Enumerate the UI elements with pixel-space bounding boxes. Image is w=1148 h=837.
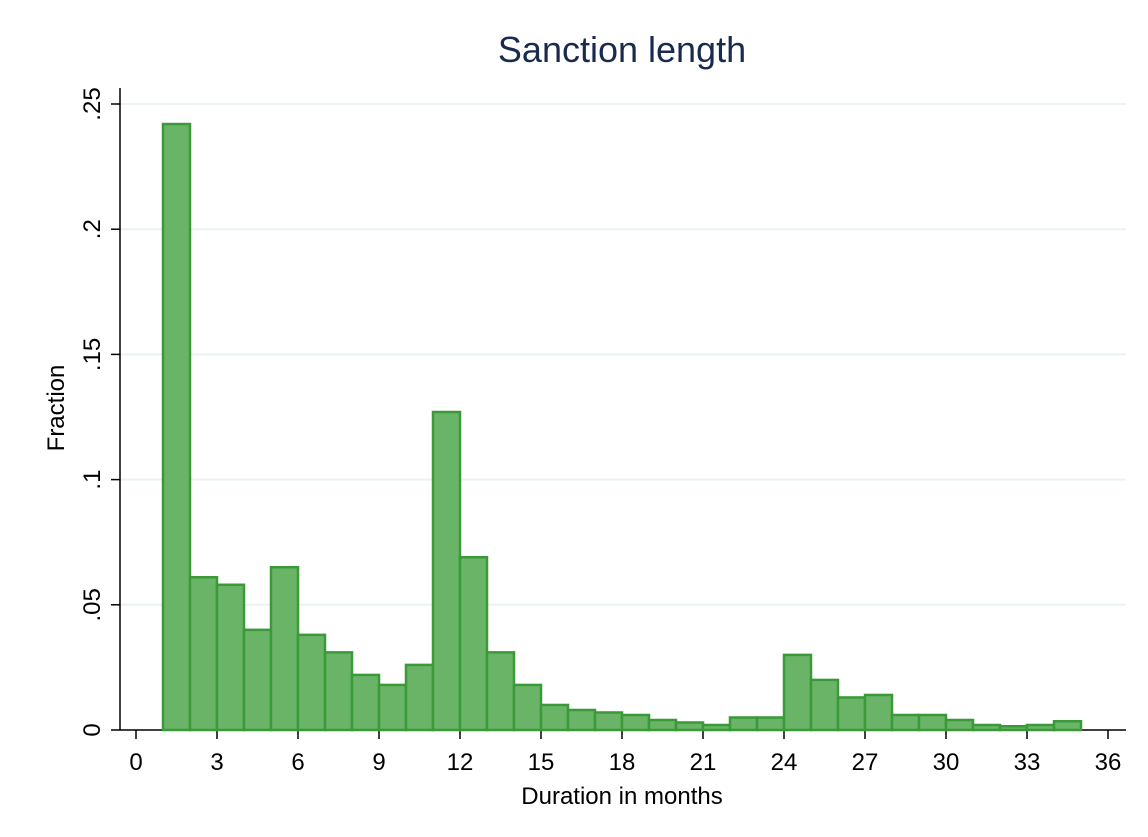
bar: [971, 723, 1002, 732]
bar: [944, 718, 975, 732]
y-tick-label: .2: [79, 219, 106, 239]
bar: [647, 718, 678, 732]
x-tick-label: 18: [609, 749, 636, 776]
y-tick-label: .1: [79, 470, 106, 490]
bar: [917, 713, 948, 732]
bar: [593, 711, 624, 732]
y-tick-label: 0: [79, 723, 106, 736]
bar: [809, 678, 840, 732]
bar: [512, 683, 543, 732]
bar: [674, 721, 705, 732]
x-tick-label: 12: [447, 749, 474, 776]
y-axis-label: Fraction: [43, 365, 70, 452]
x-tick-label: 15: [528, 749, 555, 776]
bar: [242, 628, 273, 732]
x-tick-label: 3: [210, 749, 223, 776]
bar: [296, 633, 327, 732]
chart-title: Sanction length: [498, 29, 746, 70]
bar: [998, 724, 1029, 732]
x-tick-label: 6: [291, 749, 304, 776]
bar: [782, 653, 813, 732]
bar: [755, 716, 786, 732]
bar: [863, 693, 894, 732]
bar: [1052, 719, 1083, 732]
bar: [1025, 723, 1056, 732]
bar: [323, 651, 354, 732]
x-tick-label: 30: [933, 749, 960, 776]
bar: [566, 708, 597, 732]
x-tick-label: 21: [690, 749, 717, 776]
bar: [890, 713, 921, 732]
bar: [539, 703, 570, 732]
bar: [701, 723, 732, 732]
x-tick-label: 0: [129, 749, 142, 776]
x-axis-label: Duration in months: [521, 783, 722, 810]
bar: [350, 673, 381, 732]
x-tick-label: 36: [1095, 749, 1122, 776]
bar: [458, 555, 489, 732]
y-tick-label: .15: [79, 338, 106, 371]
y-tick-label: .25: [79, 87, 106, 120]
bar: [836, 696, 867, 732]
x-tick-label: 33: [1014, 749, 1041, 776]
bar: [728, 716, 759, 732]
bar: [215, 583, 246, 732]
bar: [377, 683, 408, 732]
x-tick-label: 27: [852, 749, 879, 776]
bar: [485, 651, 516, 732]
bar: [620, 713, 651, 732]
bar: [431, 410, 462, 732]
x-tick-label: 9: [372, 749, 385, 776]
y-tick-label: .05: [79, 588, 106, 621]
bar: [404, 663, 435, 732]
bar: [161, 122, 192, 732]
x-tick-label: 24: [771, 749, 798, 776]
bar: [269, 565, 300, 732]
bar: [188, 576, 219, 732]
